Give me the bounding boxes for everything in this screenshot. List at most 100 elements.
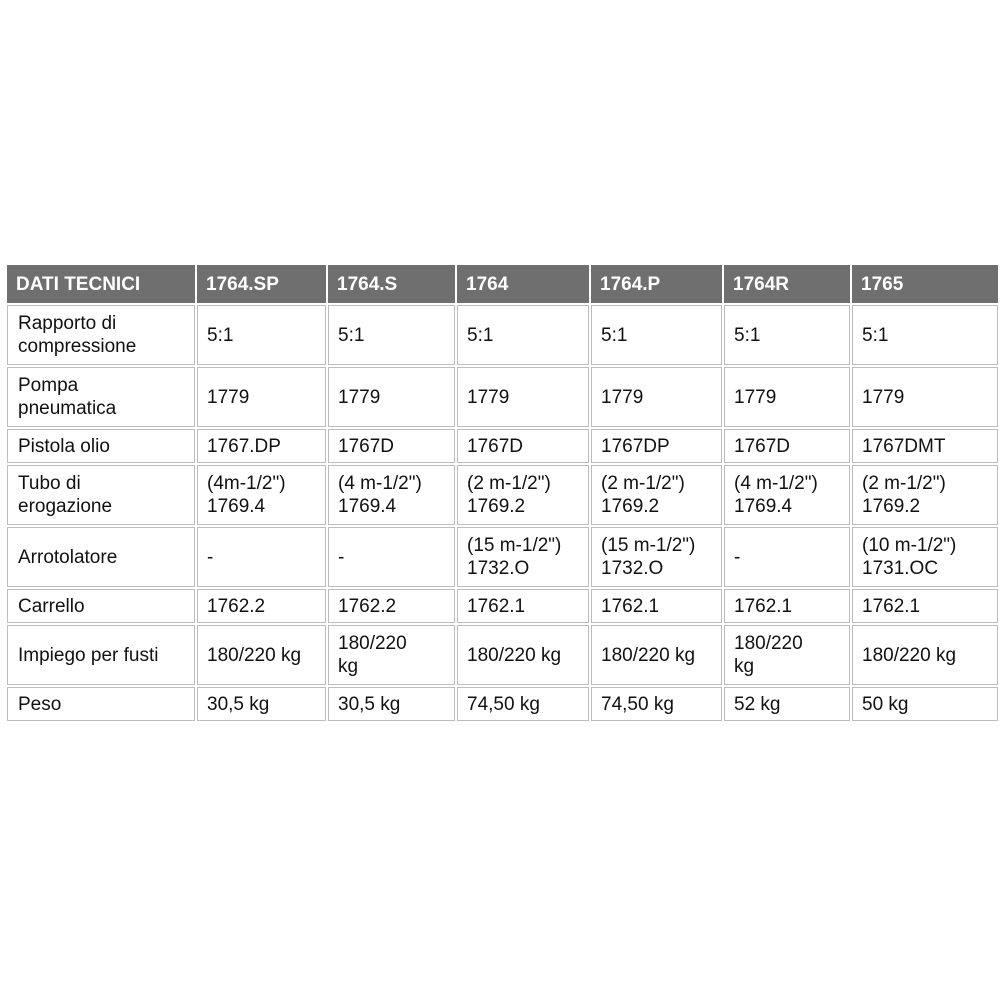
row-impiego-fusti: Impiego per fusti 180/220 kg 180/220 kg … — [7, 625, 998, 685]
cell-line: (4 m-1/2") — [734, 473, 818, 494]
table-cell: 1762.2 — [197, 589, 326, 623]
cell-line: 5:1 — [601, 324, 628, 346]
row-label-line: pneumatica — [18, 398, 117, 419]
cell-line: 180/220 — [734, 633, 803, 654]
cell-line: 1762.1 — [601, 595, 660, 617]
cell-line: 30,5 kg — [338, 693, 401, 715]
table-cell: 5:1 — [724, 305, 850, 365]
row-label-tubo-erogazione: Tubo di erogazione — [7, 465, 195, 525]
cell-line: (10 m-1/2") — [862, 535, 957, 556]
table-cell: 1767.DP — [197, 429, 326, 463]
cell-line: 1767D — [734, 435, 790, 457]
row-pompa-pneumatica: Pompa pneumatica 1779 1779 1779 1779 177… — [7, 367, 998, 427]
cell-line: 1767.DP — [207, 435, 281, 457]
cell-line: (15 m-1/2") — [467, 535, 562, 556]
table-cell: 180/220 kg — [457, 625, 589, 685]
header-1765: 1765 — [852, 265, 998, 303]
header-1764-s: 1764.S — [328, 265, 455, 303]
table-cell: (2 m-1/2") 1769.2 — [591, 465, 722, 525]
cell-line: 180/220 kg — [207, 644, 302, 666]
table-cell: 1767DMT — [852, 429, 998, 463]
table-cell: 1762.1 — [724, 589, 850, 623]
cell-line: 180/220 kg — [467, 644, 562, 666]
cell-line: 1779 — [862, 386, 905, 408]
row-label-pistola-olio: Pistola olio — [7, 429, 195, 463]
technical-data-table: DATI TECNICI 1764.SP 1764.S 1764 1764.P … — [5, 263, 1000, 723]
table-cell: 180/220 kg — [197, 625, 326, 685]
row-pistola-olio: Pistola olio 1767.DP 1767D 1767D 1767DP … — [7, 429, 998, 463]
cell-line: - — [734, 546, 741, 568]
cell-line: kg — [338, 656, 359, 677]
table-cell: 5:1 — [591, 305, 722, 365]
row-carrello: Carrello 1762.2 1762.2 1762.1 1762.1 176… — [7, 589, 998, 623]
cell-line: 1762.1 — [862, 595, 921, 617]
cell-line: 74,50 kg — [467, 693, 540, 715]
table-cell: (2 m-1/2") 1769.2 — [852, 465, 998, 525]
table-cell: 74,50 kg — [591, 687, 722, 721]
row-label-arrotolatore: Arrotolatore — [7, 527, 195, 587]
table-cell: 180/220 kg — [328, 625, 455, 685]
cell-line: 50 kg — [862, 693, 909, 715]
row-label-rapporto-compressione: Rapporto di compressione — [7, 305, 195, 365]
row-label-line: Carrello — [18, 595, 85, 617]
table-cell: 5:1 — [457, 305, 589, 365]
table-cell: 1779 — [852, 367, 998, 427]
cell-line: 1769.2 — [467, 496, 526, 517]
cell-line: 1762.1 — [734, 595, 793, 617]
table-cell: 30,5 kg — [328, 687, 455, 721]
cell-line: 1779 — [207, 386, 250, 408]
cell-line: (2 m-1/2") — [467, 473, 551, 494]
row-label-line: Pistola olio — [18, 435, 110, 457]
row-label-line: compressione — [18, 336, 137, 357]
table-cell: 180/220 kg — [852, 625, 998, 685]
cell-line: 30,5 kg — [207, 693, 270, 715]
row-label-line: Peso — [18, 693, 62, 715]
row-label-carrello: Carrello — [7, 589, 195, 623]
table-cell: 1767D — [328, 429, 455, 463]
cell-line: 1762.2 — [338, 595, 397, 617]
row-peso: Peso 30,5 kg 30,5 kg 74,50 kg 74,50 kg 5… — [7, 687, 998, 721]
row-label-line: Impiego per fusti — [18, 644, 159, 666]
cell-line: 1769.4 — [734, 496, 793, 517]
table-cell: (15 m-1/2") 1732.O — [457, 527, 589, 587]
table-cell: - — [724, 527, 850, 587]
cell-line: 1779 — [601, 386, 644, 408]
row-label-line: Arrotolatore — [18, 546, 118, 568]
cell-line: 1769.2 — [862, 496, 921, 517]
cell-line: (4m-1/2") — [207, 473, 286, 494]
table-cell: 1779 — [591, 367, 722, 427]
table-cell: 30,5 kg — [197, 687, 326, 721]
row-label-pompa-pneumatica: Pompa pneumatica — [7, 367, 195, 427]
cell-line: 1731.OC — [862, 558, 939, 579]
cell-line: 5:1 — [862, 324, 889, 346]
table-cell: 1779 — [197, 367, 326, 427]
table-cell: - — [197, 527, 326, 587]
table-cell: 5:1 — [197, 305, 326, 365]
cell-line: kg — [734, 656, 755, 677]
row-label-impiego-fusti: Impiego per fusti — [7, 625, 195, 685]
cell-line: 1767DMT — [862, 435, 946, 457]
row-label-line: Pompa — [18, 375, 79, 396]
cell-line: 5:1 — [734, 324, 761, 346]
cell-line: 1769.2 — [601, 496, 660, 517]
cell-line: 1762.2 — [207, 595, 266, 617]
cell-line: (4 m-1/2") — [338, 473, 422, 494]
row-label-line: erogazione — [18, 496, 113, 517]
table-cell: 1779 — [724, 367, 850, 427]
table-cell: (4 m-1/2") 1769.4 — [328, 465, 455, 525]
table-cell: 1762.1 — [457, 589, 589, 623]
cell-line: (15 m-1/2") — [601, 535, 696, 556]
cell-line: 1732.O — [467, 558, 530, 579]
table-cell: 1762.2 — [328, 589, 455, 623]
header-1764: 1764 — [457, 265, 589, 303]
table-cell: (10 m-1/2") 1731.OC — [852, 527, 998, 587]
cell-line: 5:1 — [338, 324, 365, 346]
cell-line: 180/220 kg — [601, 644, 696, 666]
table-cell: - — [328, 527, 455, 587]
table-cell: 50 kg — [852, 687, 998, 721]
cell-line: 74,50 kg — [601, 693, 674, 715]
table-cell: (4m-1/2") 1769.4 — [197, 465, 326, 525]
row-label-peso: Peso — [7, 687, 195, 721]
table-cell: 180/220 kg — [591, 625, 722, 685]
cell-line: 180/220 — [338, 633, 407, 654]
